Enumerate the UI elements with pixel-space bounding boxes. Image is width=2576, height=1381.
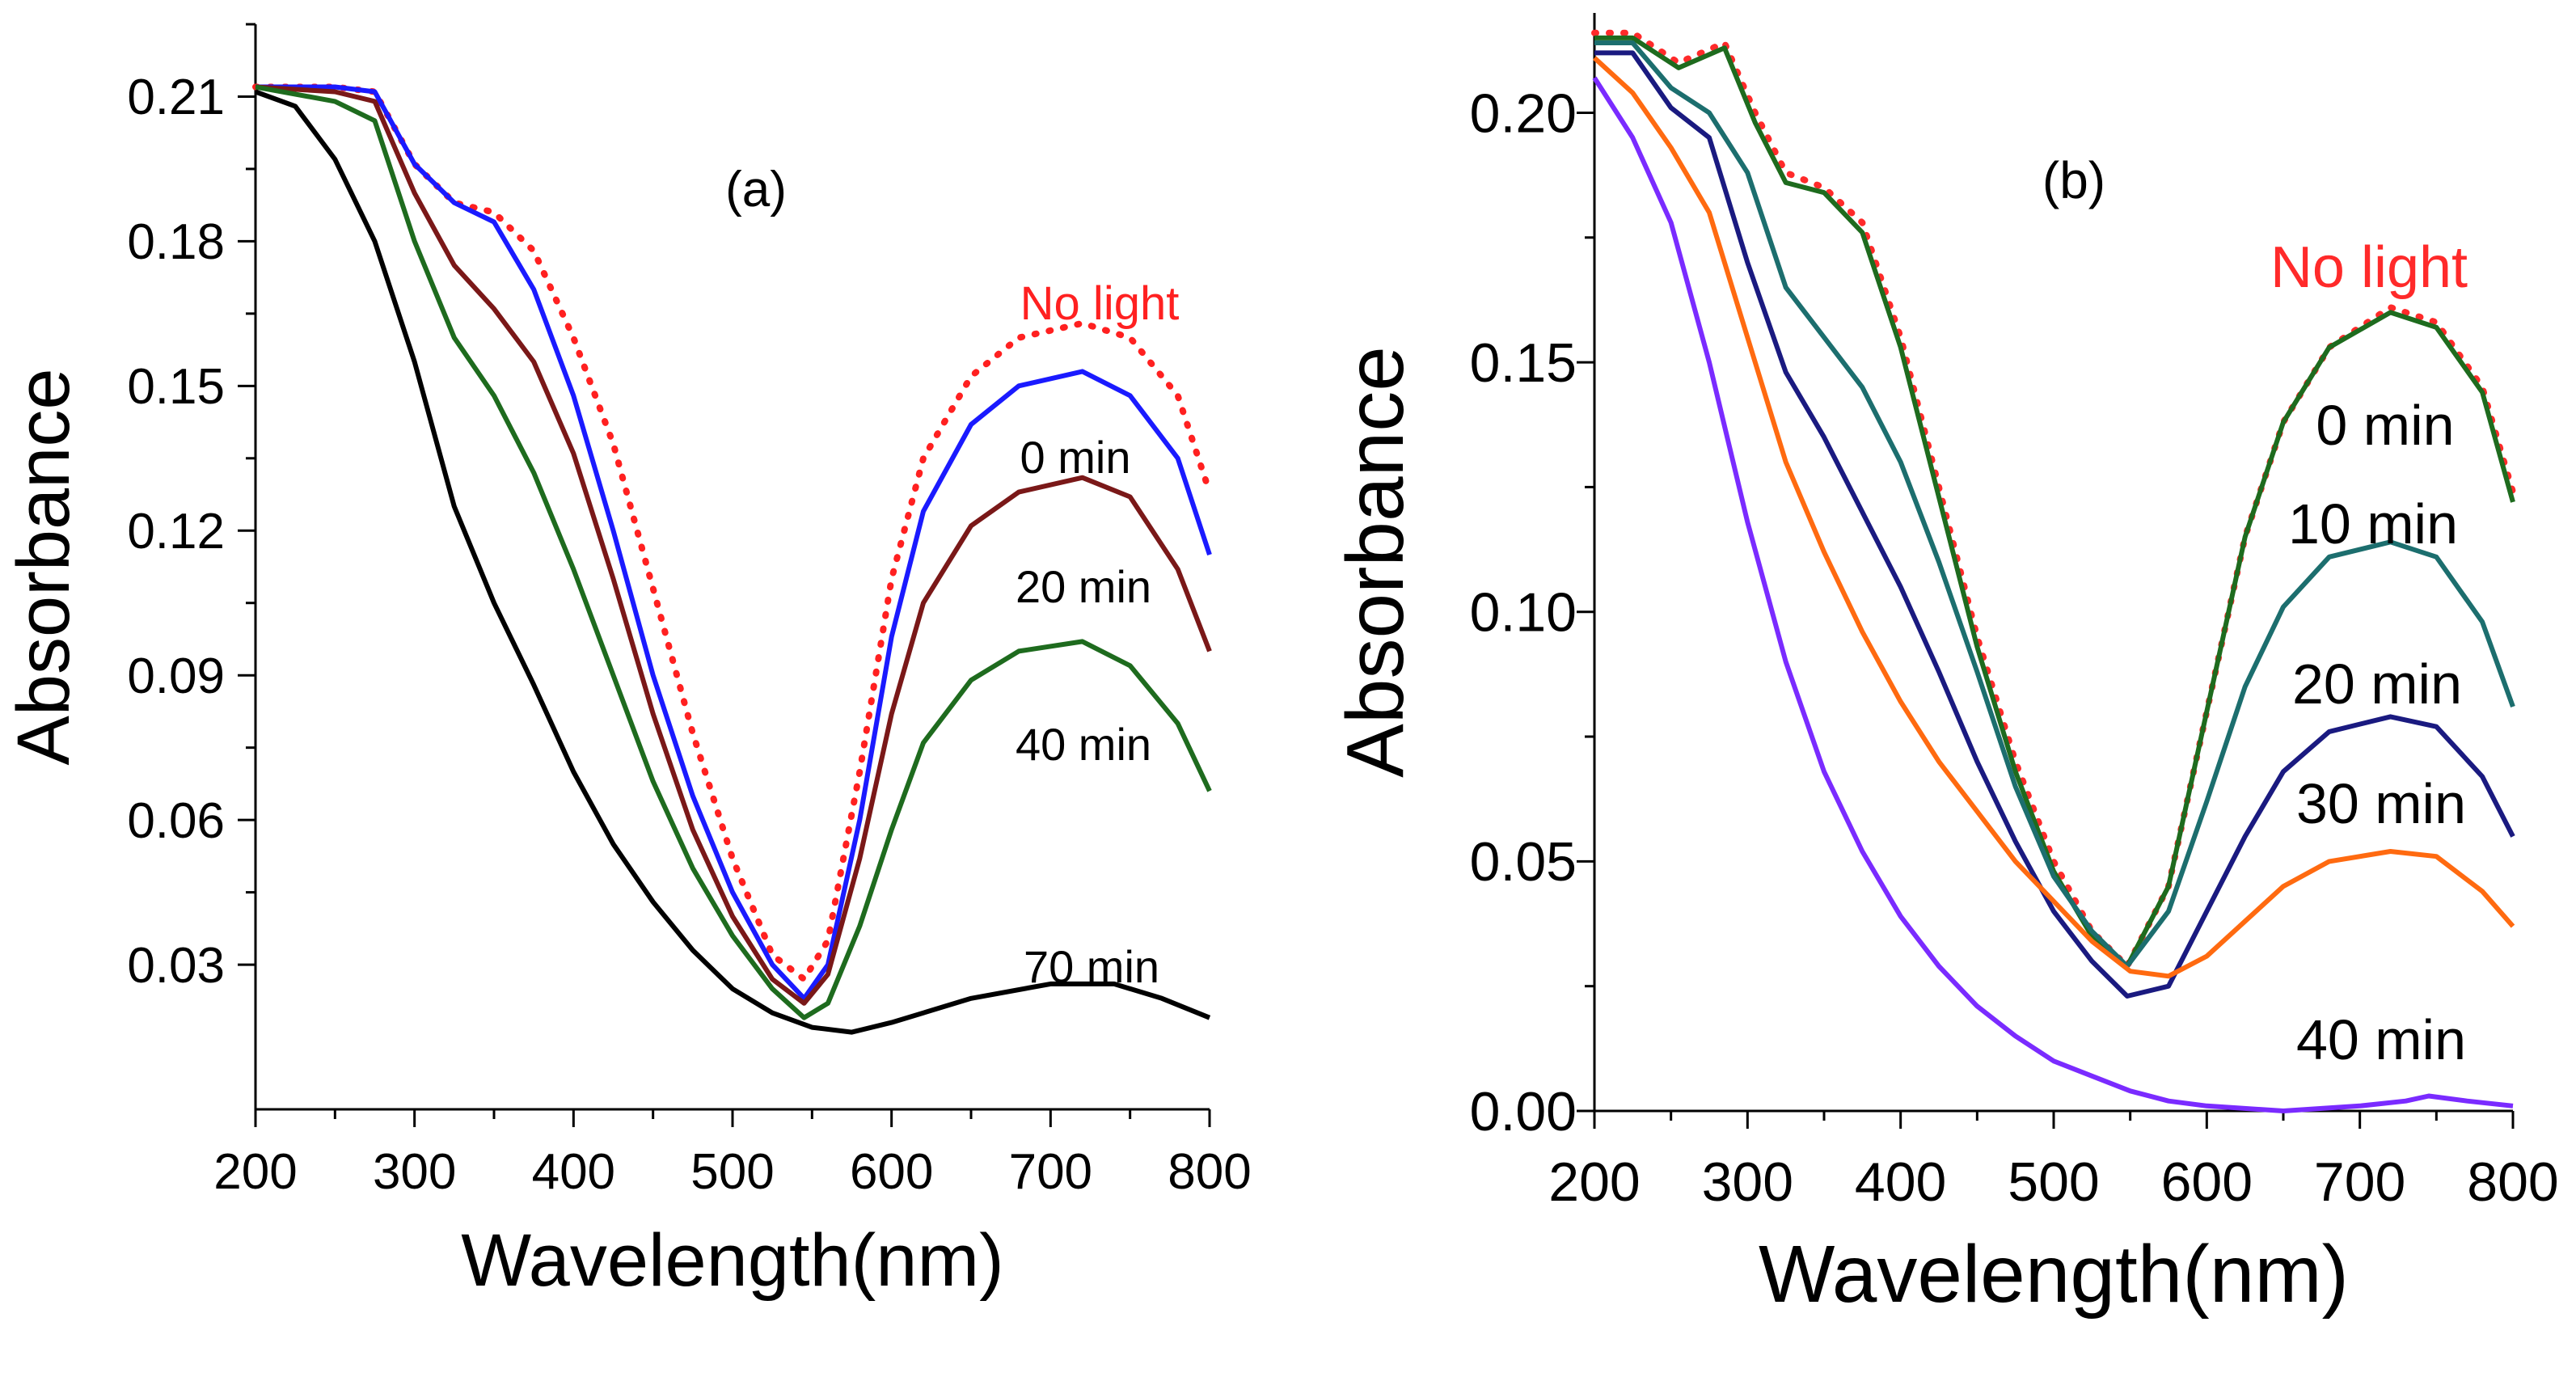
- x-tick-label: 300: [373, 1144, 456, 1200]
- x-tick-label: 800: [2467, 1151, 2558, 1213]
- panel-label: (a): [725, 162, 787, 217]
- x-axis-title: Wavelength(nm): [1759, 1229, 2349, 1320]
- x-tick-label: 700: [2314, 1151, 2405, 1213]
- y-tick-label: 0.05: [1470, 831, 1577, 893]
- series-line-70-min: [254, 89, 1211, 1035]
- x-tick-label: 600: [2161, 1151, 2253, 1213]
- y-tick-label: 0.15: [1470, 332, 1577, 394]
- series-label-no-light: No light: [2270, 235, 2468, 300]
- x-tick-label: 400: [532, 1144, 615, 1200]
- x-tick-label: 200: [1548, 1151, 1640, 1213]
- series-label-70-min: 70 min: [1024, 941, 1159, 992]
- x-tick-label: 600: [850, 1144, 933, 1200]
- panel-b-chart: 200 300 400 500 600 700 800 0.00 0.05 0.10 0.15 0.2…: [1330, 13, 2559, 1320]
- series-line-0-min: [255, 84, 1212, 1001]
- series-label-30-min: 30 min: [2296, 772, 2466, 835]
- series-line-0-min: [1594, 35, 2515, 969]
- series-label-0-min: 0 min: [2316, 394, 2454, 457]
- y-tick-label: 0.06: [127, 793, 225, 849]
- series-line-20-min: [255, 84, 1212, 1006]
- y-tick-label: 0.15: [127, 359, 225, 415]
- x-tick-label: 200: [213, 1144, 297, 1200]
- y-tick-label: 0.00: [1470, 1081, 1577, 1142]
- series-line-10-min: [1594, 40, 2515, 969]
- x-tick-label: 700: [1009, 1144, 1092, 1200]
- series-label-10-min: 10 min: [2288, 492, 2458, 555]
- series-line-no-light: [1591, 29, 2516, 969]
- x-tick-label: 400: [1855, 1151, 1946, 1213]
- series-line-no-light: [252, 83, 1213, 982]
- x-tick-label: 300: [1702, 1151, 1793, 1213]
- y-tick-label: 0.21: [127, 70, 225, 125]
- series-line-20-min: [1594, 50, 2515, 999]
- y-tick-label: 0.18: [127, 214, 225, 270]
- x-tick-label: 500: [690, 1144, 774, 1200]
- y-tick-label: 0.10: [1470, 582, 1577, 644]
- panel-label: (b): [2042, 151, 2105, 209]
- series-line-30-min: [1592, 56, 2515, 979]
- y-tick-label: 0.20: [1470, 82, 1577, 144]
- y-axis-title: Absorbance: [2, 369, 85, 766]
- y-tick-label: 0.03: [127, 938, 225, 994]
- x-tick-label: 500: [2008, 1151, 2099, 1213]
- x-tick-label: 800: [1168, 1144, 1251, 1200]
- series-label-20-min: 20 min: [1016, 561, 1151, 612]
- x-axis-title: Wavelength(nm): [461, 1219, 1004, 1302]
- panel-a-chart: 200 300 400 500 600 700 800 0.03 0.06 0.09 0.12 0.1…: [2, 23, 1252, 1302]
- series-line-40-min: [255, 84, 1212, 1020]
- series-line-40-min: [1592, 76, 2514, 1113]
- series-label-no-light: No light: [1020, 277, 1180, 330]
- y-axis-title: Absorbance: [1330, 346, 1421, 778]
- series-label-0-min: 0 min: [1020, 432, 1131, 483]
- y-tick-label: 0.09: [127, 648, 225, 704]
- series-label-20-min: 20 min: [2292, 652, 2462, 716]
- y-tick-label: 0.12: [127, 504, 225, 560]
- series-label-40-min: 40 min: [2296, 1008, 2466, 1071]
- series-label-40-min: 40 min: [1016, 719, 1151, 770]
